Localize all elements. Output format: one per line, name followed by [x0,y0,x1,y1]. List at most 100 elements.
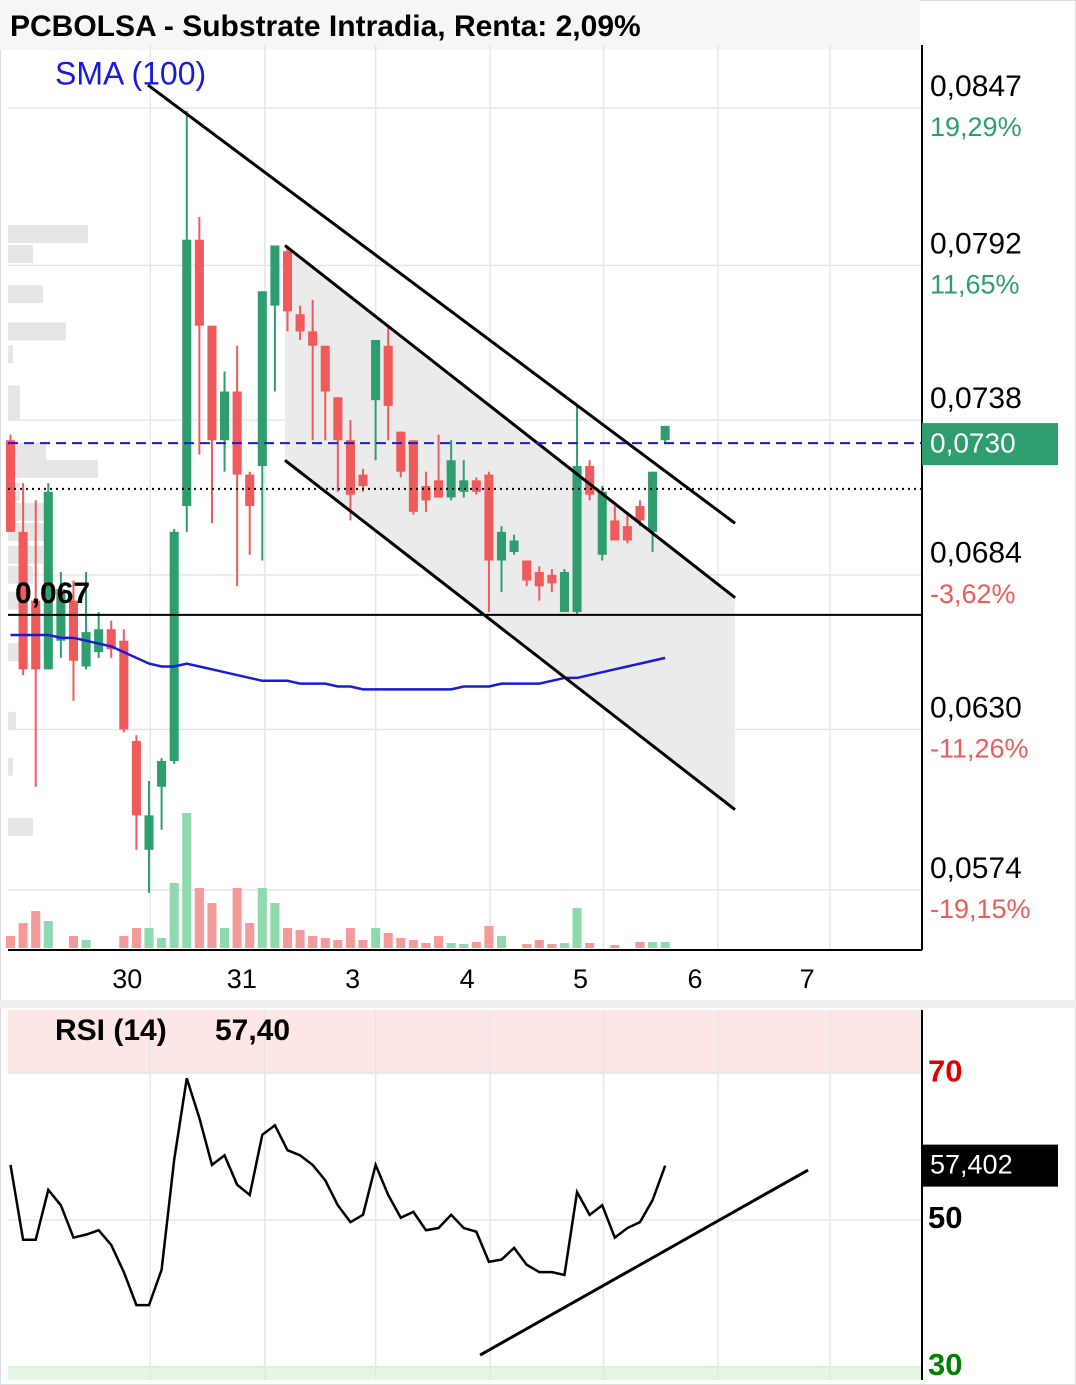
volume-profile-bar [8,459,98,478]
candle-body [522,560,532,581]
sma-line [10,633,666,691]
trend-line [284,244,736,599]
rsi-title: RSI (14) [55,1014,167,1047]
volume-bar [68,936,78,948]
rsi-reading: 57,40 [215,1014,290,1047]
y-tick-label: 50 [928,1200,962,1235]
volume-bar [534,940,544,948]
candle-body [610,520,620,541]
candle-body [547,574,557,584]
candle-body [446,460,456,498]
candle-body [333,397,343,441]
volume-profile-bar [8,711,16,730]
trend-line [284,459,736,811]
candle-body [81,632,91,667]
volume-bar [194,888,204,948]
candle-body [572,465,582,613]
volume-bar [169,883,179,948]
volume-bar [421,943,431,948]
candle-body [660,425,670,441]
volume-bar [522,944,532,948]
volume-bar [220,928,230,948]
volume-profile-bar [8,345,13,364]
overbought-zone [8,1010,922,1074]
y-tick-label: 0,0792 [930,227,1022,260]
candle-body [157,760,167,787]
x-tick-label: 3 [345,964,360,994]
title-background [0,0,920,50]
candle-body [94,629,104,653]
candle-body [207,325,217,441]
volume-bar [131,928,141,948]
x-tick-label: 7 [800,964,815,994]
candle-body [144,815,154,850]
volume-bar [434,936,444,948]
volume-bar [585,943,595,948]
volume-bar [358,940,368,948]
volume-bar [572,908,582,948]
current-price-label: 0,0730 [930,427,1016,458]
volume-bar [282,928,293,948]
candle-body [559,571,569,613]
y-tick-label: 0,0574 [930,852,1022,885]
x-tick-label: 4 [460,964,475,994]
volume-profile-bar [8,285,43,304]
y-tick-label: 0,0630 [930,691,1022,724]
y-tick-label: 0,0847 [930,70,1022,103]
candle-body [371,339,381,401]
candle-body [119,640,129,730]
y-tick-label: 0,0684 [930,537,1022,570]
volume-bar [5,936,16,948]
candle-body [459,480,469,492]
volume-bar [610,945,620,948]
volume-profile-bar [8,817,33,836]
current-price-tag [922,423,1058,466]
candle-body [68,600,78,661]
candle-body [434,480,444,498]
volume-bar [484,926,494,948]
volume-bar [459,944,469,948]
volume-profile-bar [8,245,33,264]
volume-bar [559,943,569,948]
volume-bar [81,940,91,948]
candle-body [220,391,230,441]
chart-title: PCBOLSA - Substrate Intradia, Renta: 2,0… [10,10,641,43]
sma-legend: SMA (100) [55,55,206,91]
current-rsi-tag [922,1144,1058,1187]
candle-body [496,531,507,561]
candle-body [257,291,267,466]
y-tick-change: 11,65% [930,270,1020,300]
volume-bar [43,921,53,948]
candle-body [622,526,632,541]
candle-body [471,480,481,492]
candle-body [232,391,242,475]
y-tick-change: -19,15% [930,894,1031,924]
candle-body [383,345,393,406]
volume-bar [257,888,267,948]
candle-body [18,531,28,670]
volume-bar [471,942,481,948]
volume-bar [144,928,154,948]
candle-body [131,740,141,816]
candle-body [509,540,519,552]
volume-profile-bar [8,402,20,421]
panel-separator [0,1000,1076,1008]
volume-profile-bar [8,385,20,404]
volume-profile-bar [8,591,20,610]
y-tick-change: -3,62% [930,579,1016,609]
volume-bar [408,940,418,948]
rsi-trend-line [479,1168,809,1357]
volume-profile-bar [8,322,66,341]
y-tick-change: 19,29% [930,112,1022,142]
volume-bar [308,936,318,948]
candle-body [358,474,368,487]
trend-line [147,83,736,525]
volume-bar [157,938,167,948]
volume-bar [446,943,456,948]
x-tick-label: 30 [112,964,142,994]
volume-bar [295,930,305,948]
volume-bar [119,936,129,948]
